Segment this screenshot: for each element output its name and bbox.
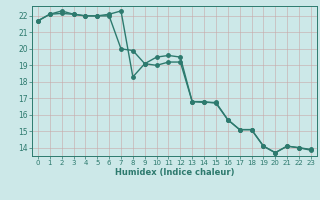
X-axis label: Humidex (Indice chaleur): Humidex (Indice chaleur) (115, 168, 234, 177)
